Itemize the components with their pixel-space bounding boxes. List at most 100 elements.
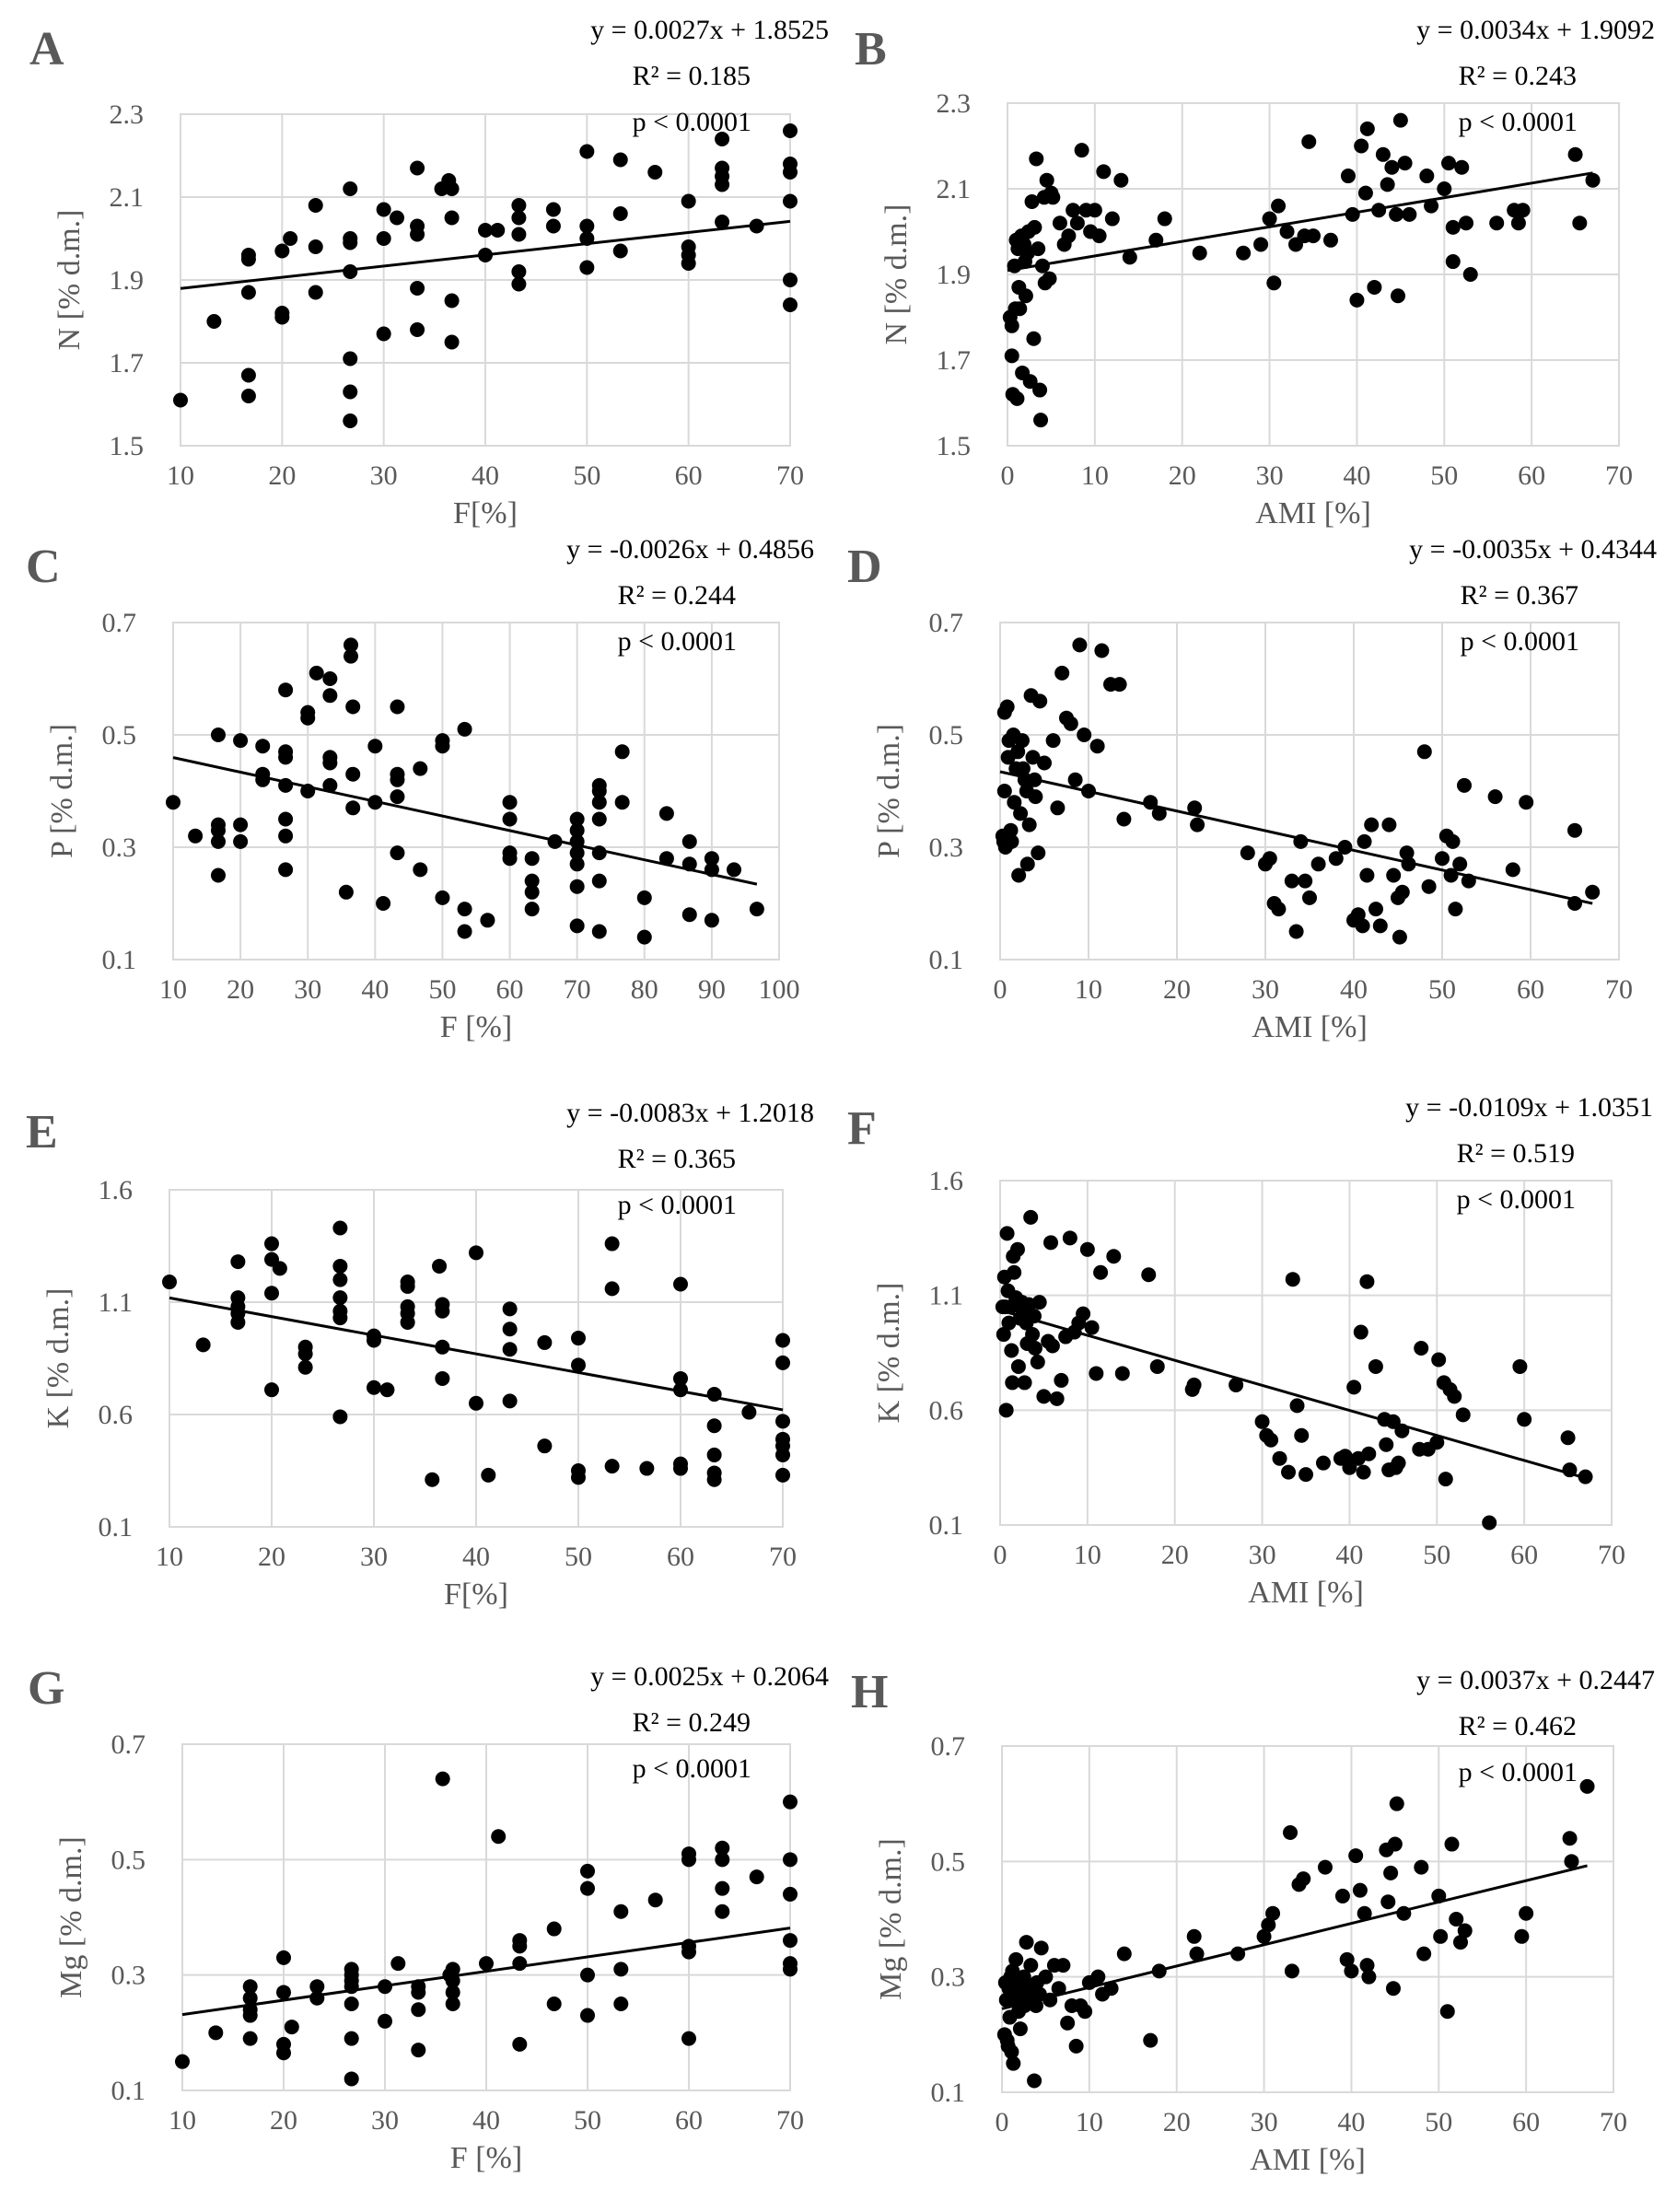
data-point: [783, 123, 798, 138]
data-point: [343, 384, 358, 400]
data-point: [322, 688, 338, 704]
data-point: [410, 227, 425, 242]
data-point: [1433, 1928, 1449, 1944]
data-point: [1253, 237, 1269, 252]
p-value: p < 0.0001: [1459, 1757, 1578, 1787]
data-point: [524, 902, 540, 917]
data-point: [1012, 301, 1028, 317]
x-tick-label: 30: [370, 460, 398, 491]
x-tick-label: 40: [472, 460, 499, 491]
x-tick-label: 60: [1518, 460, 1545, 491]
panel-d: 0 10 20 30 40 50 60 70 0.1 0.3 0.5 0.7 AMI [%] P [% d…: [847, 534, 1657, 1044]
data-point: [390, 210, 405, 226]
data-point: [274, 243, 290, 259]
data-point: [1004, 348, 1019, 364]
data-point: [704, 851, 719, 867]
data-point: [210, 822, 226, 838]
data-point: [511, 227, 527, 242]
trendline: [181, 1927, 791, 2017]
data-point: [1028, 789, 1043, 805]
data-point: [681, 1852, 696, 1868]
data-point: [1055, 1958, 1071, 1973]
data-point: [569, 918, 585, 934]
data-point: [1383, 1865, 1399, 1880]
data-point: [1240, 845, 1255, 861]
data-point: [580, 1967, 595, 1983]
trendline: [172, 756, 758, 886]
data-point: [242, 1990, 258, 2006]
data-point: [1004, 318, 1019, 333]
data-point: [1349, 292, 1365, 308]
data-point: [1482, 1515, 1497, 1531]
data-point: [445, 1997, 460, 2011]
data-point: [1066, 203, 1081, 218]
data-point: [1187, 800, 1203, 816]
data-point: [1367, 279, 1382, 295]
data-point: [639, 1461, 655, 1476]
data-point: [1256, 1928, 1272, 1944]
r-squared: R² = 0.243: [1459, 61, 1577, 91]
data-point: [1025, 1327, 1041, 1343]
data-point: [1457, 1923, 1473, 1938]
x-tick-label: 40: [462, 1542, 490, 1572]
p-value: p < 0.0001: [618, 1190, 737, 1220]
data-point: [775, 1355, 790, 1370]
data-point: [715, 1903, 730, 1919]
data-point: [1285, 1272, 1300, 1287]
data-point: [1090, 1969, 1106, 1985]
data-point: [1192, 245, 1207, 261]
data-point: [1025, 750, 1041, 765]
data-point: [1359, 867, 1375, 883]
data-point: [344, 648, 359, 664]
data-point: [457, 721, 472, 737]
x-tick-label: 60: [1517, 974, 1544, 1005]
data-point: [490, 223, 506, 238]
x-tick-label: 30: [1249, 1540, 1276, 1570]
data-point: [537, 1438, 553, 1454]
data-point: [480, 913, 495, 928]
y-axis-title: N [% d.m.]: [52, 210, 87, 351]
data-point: [444, 293, 460, 309]
data-point: [1510, 215, 1526, 231]
x-tick-label: 100: [759, 974, 800, 1005]
data-point: [1448, 902, 1463, 917]
data-point: [390, 789, 405, 805]
data-point: [1087, 203, 1102, 218]
data-point: [210, 833, 226, 849]
data-point: [413, 761, 428, 776]
data-point: [1045, 190, 1061, 205]
y-tick-label: 0.1: [99, 1512, 134, 1543]
x-tick-label: 50: [1423, 1540, 1450, 1570]
data-point: [579, 260, 595, 275]
data-point: [240, 367, 256, 383]
data-point: [445, 1985, 460, 2000]
x-tick-label: 70: [776, 2105, 804, 2136]
x-tick-label: 70: [1605, 974, 1633, 1005]
p-value: p < 0.0001: [1461, 626, 1579, 657]
data-point: [1051, 1981, 1066, 1997]
regression-equation: y = -0.0109x + 1.0351: [1405, 1092, 1653, 1123]
data-point: [1294, 1427, 1310, 1443]
data-point: [1271, 198, 1287, 214]
data-point: [444, 210, 460, 226]
data-point: [1012, 2021, 1028, 2037]
data-point: [276, 1950, 291, 1965]
data-point: [332, 1258, 348, 1274]
data-point: [783, 297, 798, 312]
data-point: [1459, 215, 1473, 231]
y-tick-label: 0.7: [102, 608, 137, 638]
data-point: [1372, 918, 1388, 934]
data-point: [1114, 1366, 1130, 1381]
data-point: [410, 160, 425, 176]
data-point: [591, 873, 607, 889]
data-point: [569, 822, 585, 838]
data-point: [1381, 817, 1397, 832]
x-tick-label: 10: [1074, 1540, 1101, 1570]
data-point: [1416, 744, 1432, 760]
data-point: [1190, 817, 1205, 832]
x-tick-label: 80: [631, 974, 658, 1005]
data-point: [537, 1334, 553, 1350]
data-point: [1116, 1946, 1132, 1962]
y-tick-label: 2.3: [937, 88, 972, 119]
data-point: [1445, 219, 1461, 235]
